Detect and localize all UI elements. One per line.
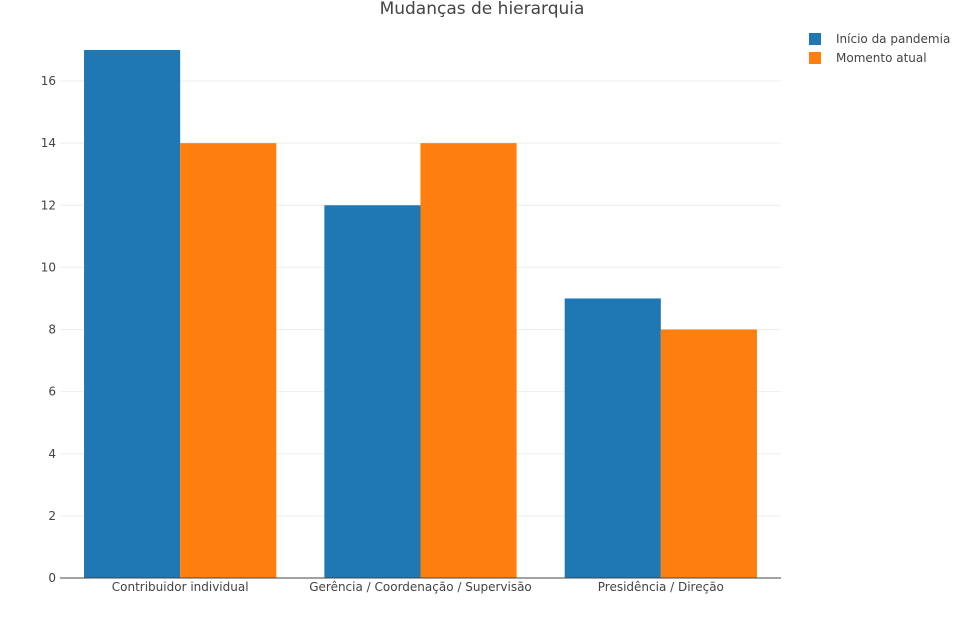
bar-inicio-2[interactable]	[564, 298, 661, 578]
legend-item-0[interactable]: Início da pandemia	[809, 32, 950, 46]
chart-title: Mudanças de hierarquia	[380, 0, 585, 19]
y-tick-label: 0	[48, 571, 56, 585]
bar-atual-0[interactable]	[180, 143, 277, 579]
bar-atual-1[interactable]	[420, 143, 517, 579]
x-tick-label: Gerência / Coordenação / Supervisão	[309, 580, 532, 594]
y-tick-label: 6	[48, 385, 56, 399]
y-tick-label: 4	[48, 447, 56, 461]
y-tick-label: 12	[41, 198, 56, 212]
axis-layer: 0 2 4 6 8 10 12 14 16 Contribuidor individual Gerê…	[41, 74, 781, 594]
legend-label: Momento atual	[836, 51, 927, 65]
legend-label: Início da pandemia	[836, 32, 950, 46]
legend-item-1[interactable]: Momento atual	[809, 51, 927, 65]
legend-swatch	[809, 33, 821, 45]
x-tick-label: Contribuidor individual	[112, 580, 249, 594]
y-tick-label: 10	[41, 260, 56, 274]
y-tick-label: 8	[48, 323, 56, 337]
bars-layer	[84, 49, 757, 579]
bar-inicio-1[interactable]	[324, 205, 421, 578]
bar-atual-2[interactable]	[660, 329, 757, 578]
legend-swatch	[809, 52, 821, 64]
y-tick-label: 2	[48, 509, 56, 523]
x-tick-label: Presidência / Direção	[598, 580, 724, 594]
y-tick-label: 14	[41, 136, 56, 150]
bar-inicio-0[interactable]	[84, 49, 181, 578]
y-tick-label: 16	[41, 74, 56, 88]
legend[interactable]: Início da pandemia Momento atual	[809, 32, 950, 65]
